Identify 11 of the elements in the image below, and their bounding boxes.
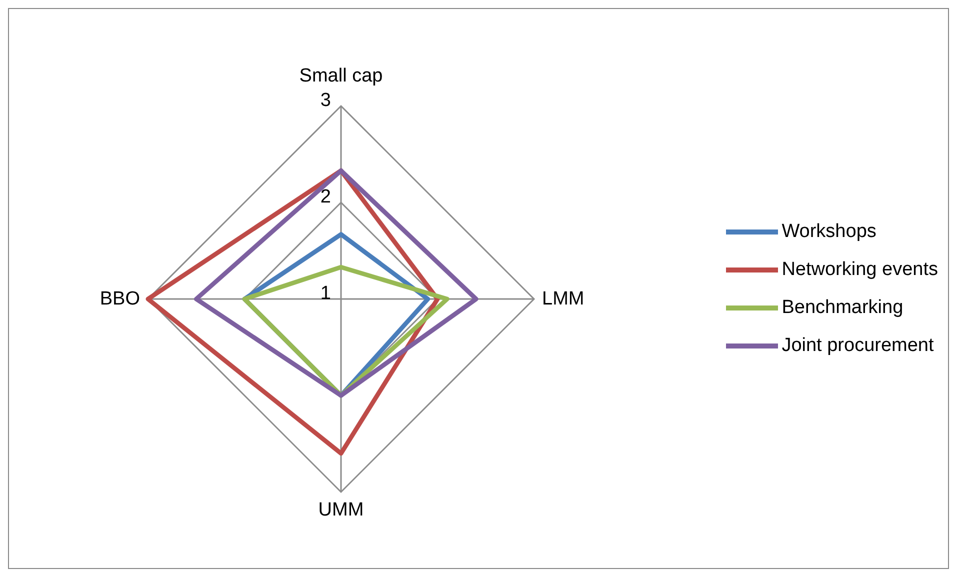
legend-label: Networking events xyxy=(782,258,938,282)
legend-label: Workshops xyxy=(782,220,876,244)
legend-label: Joint procurement xyxy=(782,334,934,358)
y-tick-label: 3 xyxy=(320,90,331,111)
y-tick-label: 2 xyxy=(320,186,331,208)
spoke-label: UMM xyxy=(318,500,364,520)
legend-label: Benchmarking xyxy=(782,296,904,320)
spoke-label: LMM xyxy=(542,288,584,310)
spoke-label: Small cap xyxy=(299,66,383,86)
spoke-label: BBO xyxy=(100,288,140,310)
y-tick-label: 1 xyxy=(320,283,331,304)
